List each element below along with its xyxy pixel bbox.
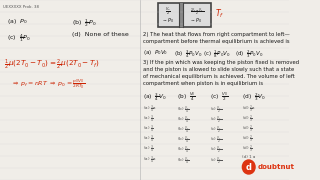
Text: (b) $\frac{V_0}{4}$: (b) $\frac{V_0}{4}$ [177,104,190,116]
Text: $\Rightarrow\ p_f=nRT\ \Rightarrow\ p_0=\frac{p_0V_0}{2RT_0}$: $\Rightarrow\ p_f=nRT\ \Rightarrow\ p_0=… [11,78,85,91]
Text: (c) $\frac{V_0}{2}$: (c) $\frac{V_0}{2}$ [210,104,222,116]
Text: (c) $\frac{V_0}{2}$: (c) $\frac{V_0}{2}$ [210,124,222,136]
Text: and the piston is allowed to slide slowly such that a state: and the piston is allowed to slide slowl… [143,67,294,72]
Text: (a) $\frac{3}{4}$a: (a) $\frac{3}{4}$a [143,155,156,166]
Text: doubtnut: doubtnut [258,164,295,170]
Text: (d)  None of these: (d) None of these [72,32,129,37]
Text: compartment before thermal equilibrium is achieved is: compartment before thermal equilibrium i… [143,39,290,44]
Text: (b) $\frac{V_0}{4}$: (b) $\frac{V_0}{4}$ [177,155,190,167]
Text: (d)  $\frac{2}{3}P_0V_0$: (d) $\frac{2}{3}P_0V_0$ [235,48,263,60]
Text: (b) $\frac{V_0}{4}$: (b) $\frac{V_0}{4}$ [177,134,190,146]
Text: (c) $\frac{V_0}{2}$: (c) $\frac{V_0}{2}$ [210,144,222,156]
Text: (d) 1 a: (d) 1 a [242,155,256,159]
Text: $\frac{V_0}{2}$: $\frac{V_0}{2}$ [165,6,171,18]
Text: $T_f$: $T_f$ [215,7,225,19]
Text: 3) If the pin which was keeping the piston fixed is removed: 3) If the pin which was keeping the pist… [143,60,299,65]
Text: (c) $\frac{V_0}{2}$: (c) $\frac{V_0}{2}$ [210,114,222,126]
Text: (a)  $P_0$: (a) $P_0$ [7,17,28,26]
Text: (c) $\frac{V_0}{2}$: (c) $\frac{V_0}{2}$ [210,134,222,146]
Text: (d) $\frac{2}{3}$: (d) $\frac{2}{3}$ [242,114,253,125]
Text: (c) $\frac{V_0}{2}$: (c) $\frac{V_0}{2}$ [210,155,222,167]
Text: (a)  $\frac{3}{4}V_0$: (a) $\frac{3}{4}V_0$ [143,91,167,103]
Text: (a)  $P_0V_0$: (a) $P_0V_0$ [143,48,168,57]
Text: (b)  $\frac{1}{2}P_0$: (b) $\frac{1}{2}P_0$ [72,17,97,29]
Text: 2) The heat that flows from right compartment to left—: 2) The heat that flows from right compar… [143,32,290,37]
Text: (c)  $\frac{1}{8}P_0V_0$: (c) $\frac{1}{8}P_0V_0$ [203,48,230,60]
Text: (d) $\frac{2}{3}$: (d) $\frac{2}{3}$ [242,124,253,135]
Text: (b) $\frac{V_0}{4}$: (b) $\frac{V_0}{4}$ [177,144,190,156]
Text: (a) $\frac{3}{4}$: (a) $\frac{3}{4}$ [143,134,154,145]
Text: (a) $\frac{3}{4}$: (a) $\frac{3}{4}$ [143,124,154,135]
Text: UEXXXXX Prob. 38: UEXXXXX Prob. 38 [3,5,39,9]
Text: compartment when piston is in equilibrium is: compartment when piston is in equilibriu… [143,81,263,86]
Circle shape [242,160,255,174]
Text: $\frac{2V_0-V_0}{2}$: $\frac{2V_0-V_0}{2}$ [189,6,204,18]
Text: (d) $\frac{2}{3}$: (d) $\frac{2}{3}$ [242,144,253,155]
Text: (b) $\frac{V_0}{4}$: (b) $\frac{V_0}{4}$ [177,124,190,136]
Text: (a) $\frac{3}{4}$: (a) $\frac{3}{4}$ [143,114,154,125]
Text: (d)  $\frac{2}{3}V_0$: (d) $\frac{2}{3}V_0$ [242,91,266,103]
Text: (d) $\frac{2}{3}$: (d) $\frac{2}{3}$ [242,134,253,145]
Bar [158,3,211,27]
Text: (c)  $\frac{4}{1}P_0$: (c) $\frac{4}{1}P_0$ [7,32,31,44]
Text: $\sim P_0$: $\sim P_0$ [162,16,174,25]
Text: (a) $\frac{3}{4}$a: (a) $\frac{3}{4}$a [143,104,156,115]
Text: (a) $\frac{3}{4}$: (a) $\frac{3}{4}$ [143,144,154,155]
Text: (b)  $\frac{3}{4}P_0V_0$: (b) $\frac{3}{4}P_0V_0$ [174,48,202,60]
Text: $\sim P_0$: $\sim P_0$ [190,16,203,25]
Text: (b) $\frac{V_0}{4}$: (b) $\frac{V_0}{4}$ [177,114,190,126]
Text: (d) $\frac{2}{3}$a: (d) $\frac{2}{3}$a [242,104,256,115]
Text: (b)  $\frac{V_0}{4}$: (b) $\frac{V_0}{4}$ [177,91,196,103]
Bar [179,3,183,27]
Text: $\frac{1}{2}\mu(2T_0-T_0)=\frac{2}{2}\mu(2T_0-T_f)$: $\frac{1}{2}\mu(2T_0-T_0)=\frac{2}{2}\mu… [4,58,100,72]
Text: (c)  $\frac{V_0}{2}$: (c) $\frac{V_0}{2}$ [210,91,228,103]
Text: of mechanical equilibrium is achieved. The volume of left: of mechanical equilibrium is achieved. T… [143,74,295,79]
Text: d: d [246,163,252,172]
